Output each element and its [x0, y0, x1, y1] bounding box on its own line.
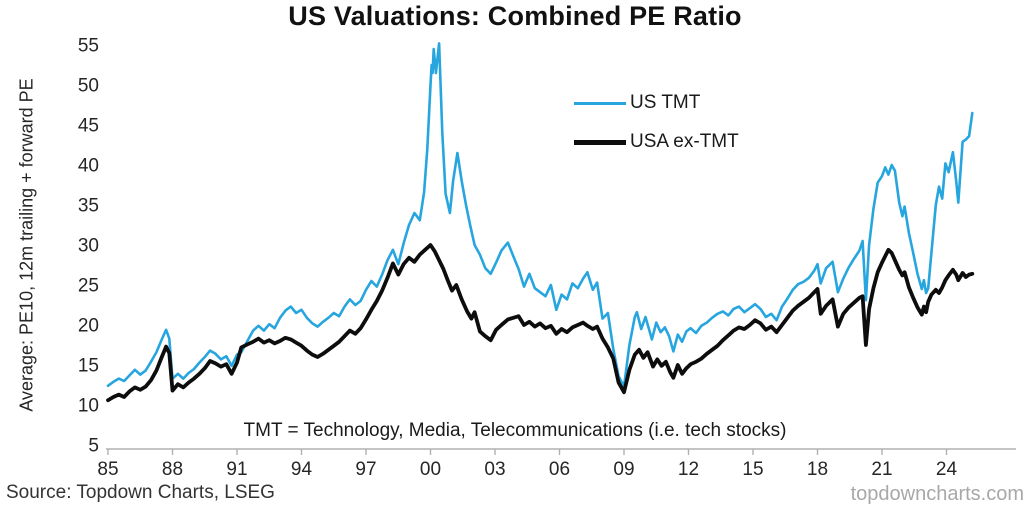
usa-ex-tmt-legend-label: USA ex-TMT	[630, 131, 739, 152]
x-tick-label: 12	[678, 459, 699, 480]
source-credit: Source: Topdown Charts, LSEG	[6, 482, 275, 503]
x-tick-label: 09	[613, 459, 634, 480]
y-tick-label: 15	[78, 356, 99, 377]
us-tmt-line-swatch	[574, 101, 626, 105]
x-tick-label: 21	[871, 459, 892, 480]
tmt-definition-annotation: TMT = Technology, Media, Telecommunicati…	[243, 420, 787, 441]
y-tick-label: 40	[78, 156, 99, 177]
y-tick-label: 30	[78, 236, 99, 257]
y-tick-label: 55	[78, 36, 99, 57]
x-tick-label: 91	[226, 459, 247, 480]
watermark-text: topdowncharts.com	[850, 483, 1024, 505]
y-tick-label: 20	[78, 316, 99, 337]
series-line-us-tmt	[106, 42, 974, 388]
series-line-usa-ex-tmt	[106, 243, 975, 403]
x-tick-label: 00	[420, 459, 441, 480]
x-tick-label: 18	[807, 459, 828, 480]
x-tick-label: 06	[549, 459, 570, 480]
y-tick-label: 50	[78, 76, 99, 97]
legend-item-us-tmt: US TMT	[574, 91, 739, 115]
y-tick-label: 35	[78, 196, 99, 217]
x-tick-label: 97	[355, 459, 376, 480]
chart-legend: US TMT USA ex-TMT	[574, 91, 739, 154]
y-tick-label: 5	[88, 436, 99, 457]
x-tick-label: 03	[484, 459, 505, 480]
x-tick-label: 85	[97, 459, 118, 480]
y-tick-label: 25	[78, 276, 99, 297]
chart-title: US Valuations: Combined PE Ratio	[288, 1, 742, 31]
y-tick-label: 45	[78, 116, 99, 137]
x-tick-label: 15	[742, 459, 763, 480]
x-tick-label: 24	[936, 459, 958, 480]
y-tick-label: 10	[78, 396, 99, 417]
usa-ex-tmt-line-swatch	[574, 139, 626, 145]
us-tmt-legend-label: US TMT	[630, 92, 701, 113]
x-tick-label: 88	[162, 459, 183, 480]
legend-item-usa-ex-tmt: USA ex-TMT	[574, 130, 739, 154]
x-tick-label: 94	[291, 459, 313, 480]
